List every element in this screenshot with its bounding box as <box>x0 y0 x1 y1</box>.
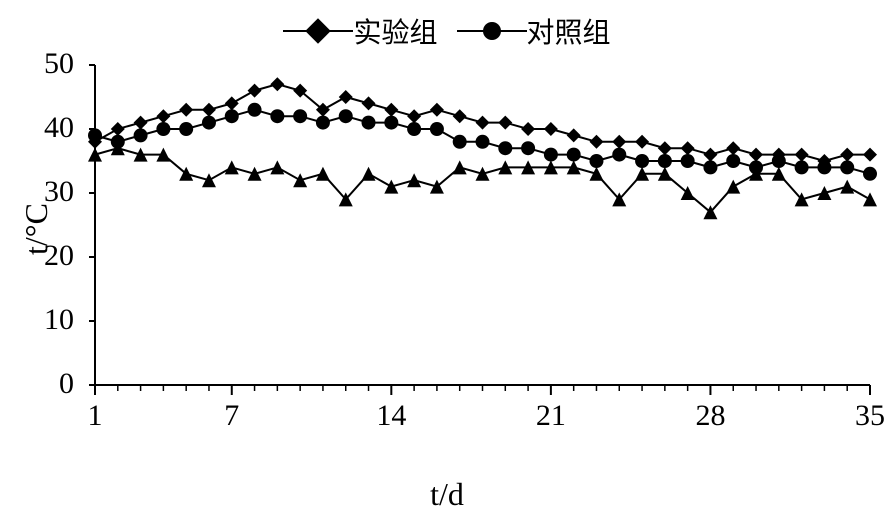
y-tick-label: 50 <box>24 47 74 81</box>
chart-legend: 实验组 对照组 <box>0 8 894 51</box>
legend-item-experiment: 实验组 <box>283 11 437 51</box>
x-tick-label: 28 <box>695 399 725 433</box>
circle-icon <box>483 22 501 40</box>
x-tick-label: 14 <box>376 399 406 433</box>
x-tick-label: 21 <box>536 399 566 433</box>
legend-line-experiment <box>283 30 353 32</box>
y-tick-label: 20 <box>24 239 74 273</box>
legend-item-control: 对照组 <box>457 11 611 51</box>
legend-line-control <box>457 30 527 32</box>
diamond-icon <box>306 18 331 43</box>
x-tick-label: 1 <box>88 399 103 433</box>
x-axis-label: t/d <box>0 476 894 513</box>
legend-label-experiment: 实验组 <box>353 11 437 51</box>
y-tick-label: 30 <box>24 175 74 209</box>
x-tick-label: 7 <box>224 399 239 433</box>
chart-area: t/°C t/d 010203040501714212835 <box>0 55 894 515</box>
legend-label-control: 对照组 <box>527 11 611 51</box>
y-tick-label: 0 <box>24 367 74 401</box>
y-tick-label: 10 <box>24 303 74 337</box>
y-tick-label: 40 <box>24 111 74 145</box>
x-tick-label: 35 <box>855 399 885 433</box>
chart-plot <box>0 55 894 515</box>
